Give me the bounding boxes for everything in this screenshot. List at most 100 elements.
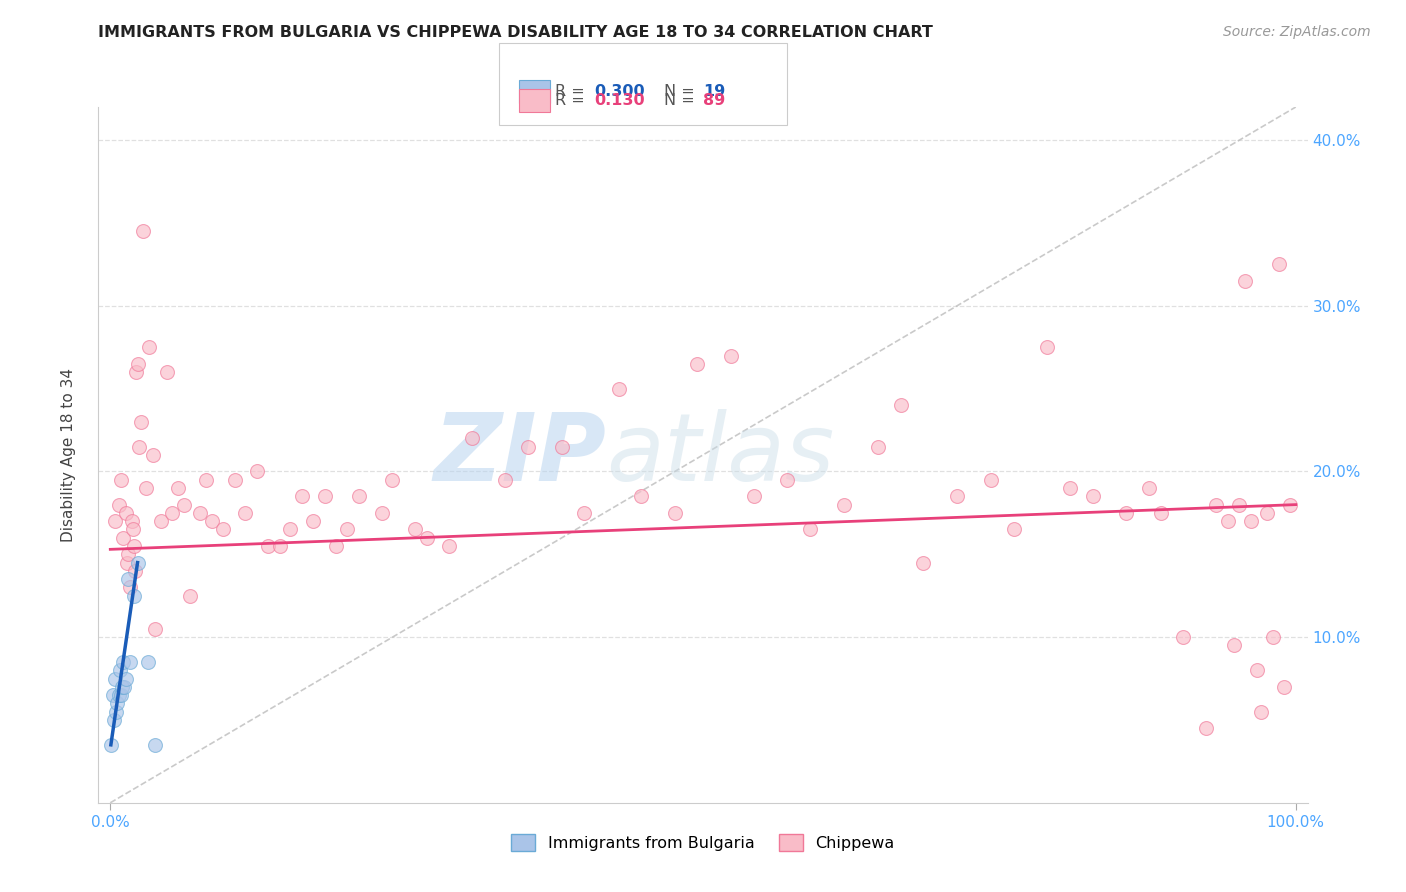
Point bbox=[416, 531, 439, 545]
Point bbox=[439, 539, 461, 553]
Point bbox=[1227, 498, 1250, 512]
Point bbox=[1268, 257, 1291, 271]
Point bbox=[110, 473, 132, 487]
Text: N =: N = bbox=[664, 85, 700, 99]
Legend: Immigrants from Bulgaria, Chippewa: Immigrants from Bulgaria, Chippewa bbox=[505, 828, 901, 857]
Point bbox=[1036, 340, 1059, 354]
Point bbox=[108, 663, 131, 677]
Point bbox=[136, 655, 159, 669]
Point bbox=[1223, 639, 1246, 653]
Text: 89: 89 bbox=[703, 94, 725, 108]
Point bbox=[1256, 506, 1278, 520]
Point bbox=[105, 697, 128, 711]
Point bbox=[832, 498, 855, 512]
Point bbox=[1081, 489, 1104, 503]
Point bbox=[114, 672, 136, 686]
Point bbox=[160, 506, 183, 520]
Text: 0.300: 0.300 bbox=[595, 85, 645, 99]
Point bbox=[371, 506, 394, 520]
Point bbox=[143, 622, 166, 636]
Point bbox=[120, 655, 142, 669]
Point bbox=[173, 498, 195, 512]
Point bbox=[124, 564, 146, 578]
Point bbox=[664, 506, 686, 520]
Point bbox=[129, 415, 152, 429]
Point bbox=[190, 506, 212, 520]
Text: R =: R = bbox=[555, 85, 591, 99]
Point bbox=[246, 465, 269, 479]
Point bbox=[686, 357, 709, 371]
Point bbox=[111, 680, 134, 694]
Point bbox=[224, 473, 246, 487]
Point bbox=[1233, 274, 1256, 288]
Point bbox=[912, 556, 935, 570]
Point bbox=[212, 523, 235, 537]
Point bbox=[127, 556, 149, 570]
Point bbox=[150, 514, 173, 528]
Point bbox=[105, 705, 128, 719]
Point bbox=[110, 688, 132, 702]
Text: R =: R = bbox=[555, 94, 591, 108]
Text: 19: 19 bbox=[703, 85, 725, 99]
Point bbox=[1246, 663, 1268, 677]
Point bbox=[115, 556, 138, 570]
Point bbox=[128, 440, 150, 454]
Point bbox=[347, 489, 370, 503]
Point bbox=[112, 531, 135, 545]
Point bbox=[381, 473, 404, 487]
Point bbox=[235, 506, 257, 520]
Point bbox=[114, 506, 136, 520]
Point bbox=[143, 738, 166, 752]
Point bbox=[1171, 630, 1194, 644]
Text: ZIP: ZIP bbox=[433, 409, 606, 501]
Point bbox=[127, 357, 149, 371]
Point bbox=[257, 539, 280, 553]
Point bbox=[945, 489, 967, 503]
Point bbox=[1002, 523, 1025, 537]
Point bbox=[551, 440, 574, 454]
Point bbox=[114, 680, 136, 694]
Point bbox=[100, 738, 122, 752]
Point bbox=[720, 349, 742, 363]
Text: atlas: atlas bbox=[606, 409, 835, 500]
Point bbox=[156, 365, 179, 379]
Point bbox=[269, 539, 291, 553]
Point bbox=[104, 514, 127, 528]
Point bbox=[1240, 514, 1263, 528]
Point bbox=[166, 481, 188, 495]
Point bbox=[404, 523, 426, 537]
Point bbox=[1059, 481, 1081, 495]
Point bbox=[1205, 498, 1227, 512]
Point bbox=[117, 572, 139, 586]
Point bbox=[1137, 481, 1160, 495]
Point bbox=[117, 547, 139, 561]
Point bbox=[1263, 630, 1285, 644]
Point bbox=[1272, 680, 1295, 694]
Y-axis label: Disability Age 18 to 34: Disability Age 18 to 34 bbox=[60, 368, 76, 542]
Point bbox=[314, 489, 336, 503]
Point bbox=[574, 506, 596, 520]
Point bbox=[179, 589, 201, 603]
Point bbox=[890, 398, 912, 412]
Point bbox=[104, 672, 127, 686]
Point bbox=[132, 224, 155, 238]
Point bbox=[135, 481, 157, 495]
Point bbox=[980, 473, 1002, 487]
Text: N =: N = bbox=[664, 94, 700, 108]
Point bbox=[742, 489, 765, 503]
Point bbox=[336, 523, 359, 537]
Point bbox=[630, 489, 652, 503]
Point bbox=[1115, 506, 1137, 520]
Point bbox=[1194, 721, 1216, 735]
Point bbox=[103, 713, 125, 727]
Text: Source: ZipAtlas.com: Source: ZipAtlas.com bbox=[1223, 25, 1371, 39]
Point bbox=[494, 473, 516, 487]
Point bbox=[107, 498, 129, 512]
Text: 0.130: 0.130 bbox=[595, 94, 645, 108]
Point bbox=[138, 340, 160, 354]
Point bbox=[1149, 506, 1171, 520]
Point bbox=[280, 523, 302, 537]
Point bbox=[125, 365, 148, 379]
Point bbox=[1218, 514, 1240, 528]
Point bbox=[122, 589, 145, 603]
